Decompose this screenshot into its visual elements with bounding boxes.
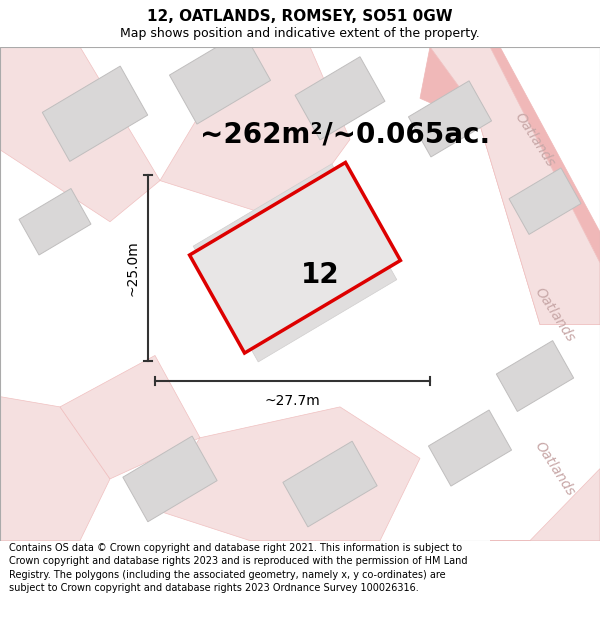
Polygon shape [0,397,110,541]
Polygon shape [190,162,400,353]
Text: 12: 12 [301,261,340,289]
Polygon shape [496,341,574,411]
Text: ~25.0m: ~25.0m [126,240,140,296]
Polygon shape [509,168,581,234]
Polygon shape [169,31,271,124]
Polygon shape [0,47,160,222]
Polygon shape [430,47,600,324]
Text: Map shows position and indicative extent of the property.: Map shows position and indicative extent… [120,27,480,40]
Polygon shape [430,47,600,324]
Text: Oatlands: Oatlands [532,284,578,344]
Text: Contains OS data © Crown copyright and database right 2021. This information is : Contains OS data © Crown copyright and d… [9,543,467,592]
Text: Oatlands: Oatlands [532,439,578,498]
Polygon shape [409,81,491,157]
Polygon shape [428,410,512,486]
Polygon shape [160,47,350,222]
Polygon shape [283,441,377,527]
Polygon shape [155,407,420,541]
Polygon shape [42,66,148,161]
Text: 12, OATLANDS, ROMSEY, SO51 0GW: 12, OATLANDS, ROMSEY, SO51 0GW [147,9,453,24]
Polygon shape [193,164,397,362]
Polygon shape [60,356,200,479]
Text: ~27.7m: ~27.7m [265,394,320,408]
Polygon shape [123,436,217,522]
Polygon shape [295,57,385,140]
Text: Oatlands: Oatlands [512,109,558,169]
Polygon shape [420,47,600,304]
Text: ~262m²/~0.065ac.: ~262m²/~0.065ac. [200,120,490,148]
Polygon shape [19,189,91,255]
Polygon shape [490,469,600,541]
